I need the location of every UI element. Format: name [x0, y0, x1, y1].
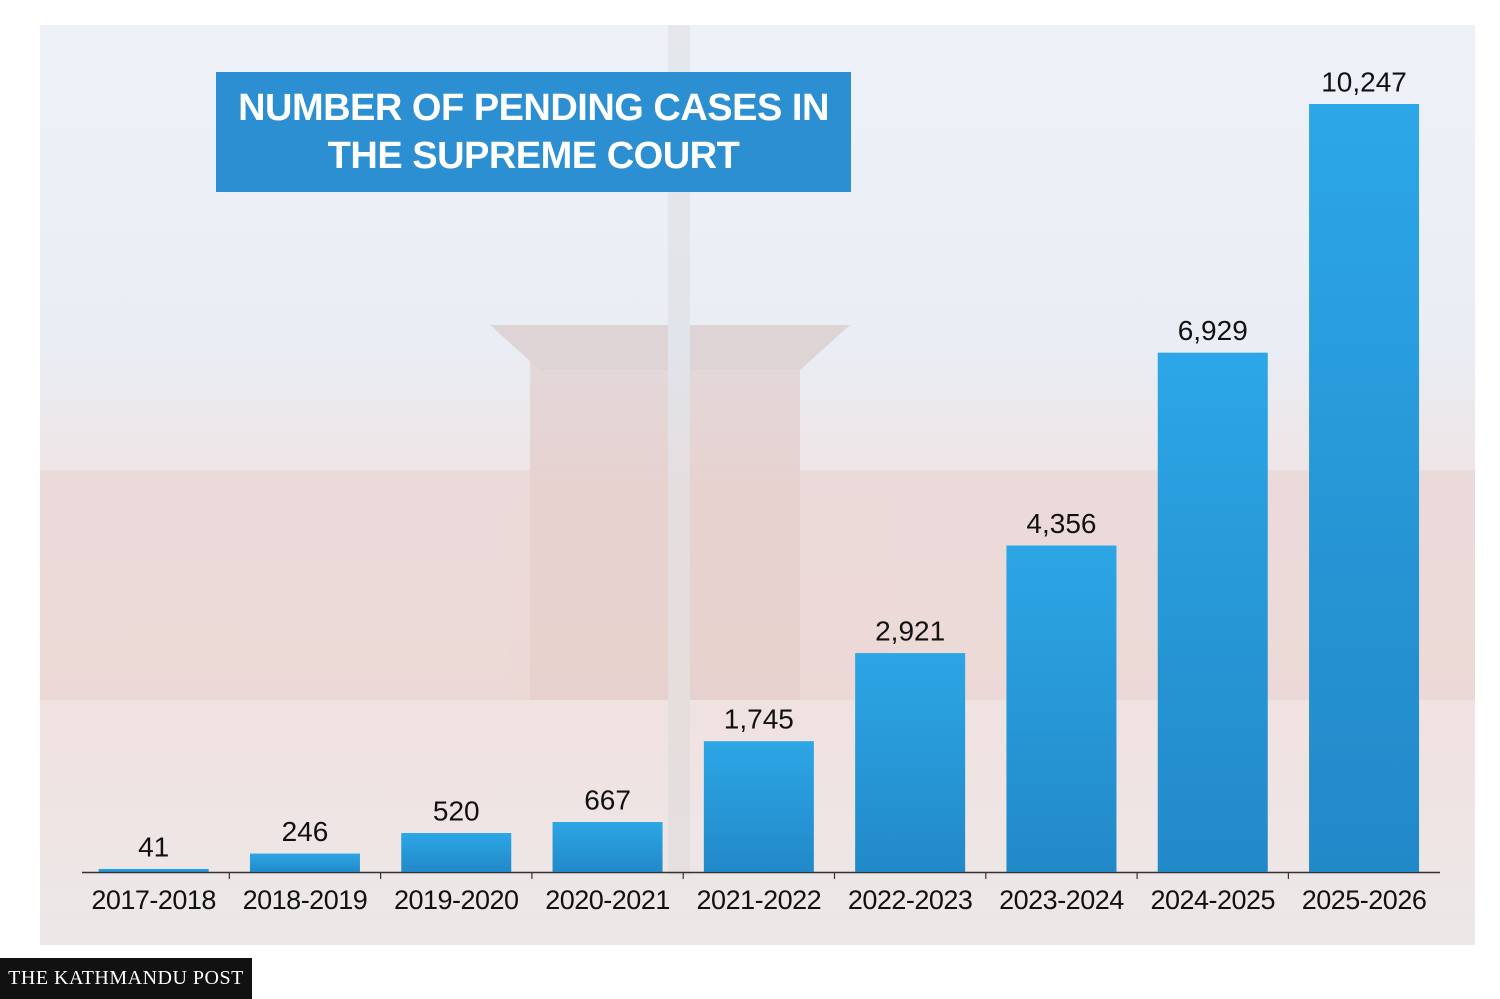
value-label: 41 — [138, 831, 169, 862]
bar — [98, 868, 209, 872]
value-label: 1,745 — [724, 704, 794, 735]
x-tick-label: 2022-2023 — [848, 885, 973, 915]
value-label: 6,929 — [1178, 315, 1248, 346]
x-tick-label: 2017-2018 — [91, 885, 216, 915]
bar — [249, 853, 360, 872]
x-tick-label: 2025-2026 — [1302, 885, 1427, 915]
chart-title: NUMBER OF PENDING CASES IN THE SUPREME C… — [238, 87, 829, 177]
x-tick-label: 2023-2024 — [999, 885, 1124, 915]
value-label: 246 — [282, 816, 329, 847]
value-label: 2,921 — [875, 615, 945, 646]
x-tick-label: 2021-2022 — [697, 885, 822, 915]
source-logo: THE KATHMANDU POST — [0, 958, 252, 999]
x-tick-label: 2024-2025 — [1150, 885, 1275, 915]
value-label: 667 — [584, 784, 631, 815]
x-tick-label: 2019-2020 — [394, 885, 519, 915]
value-label: 10,247 — [1321, 66, 1407, 97]
x-tick-label: 2020-2021 — [545, 885, 670, 915]
bar — [1006, 545, 1117, 872]
bar — [855, 653, 966, 872]
bar — [1157, 352, 1268, 872]
bar — [401, 833, 512, 872]
bar — [552, 822, 663, 872]
x-tick-label: 2018-2019 — [243, 885, 368, 915]
value-label: 520 — [433, 795, 480, 826]
title-box: NUMBER OF PENDING CASES IN THE SUPREME C… — [216, 72, 851, 192]
value-label: 4,356 — [1026, 508, 1096, 539]
bar — [1309, 104, 1420, 872]
bar — [703, 741, 814, 872]
